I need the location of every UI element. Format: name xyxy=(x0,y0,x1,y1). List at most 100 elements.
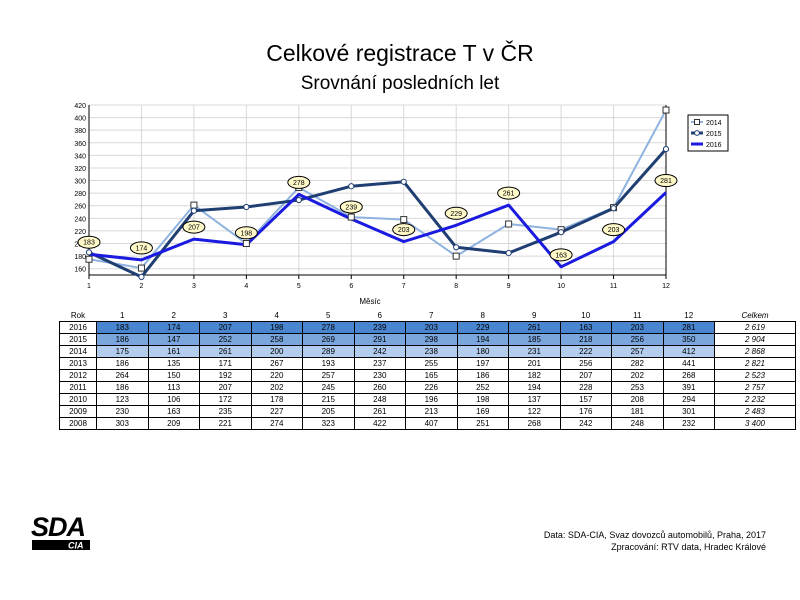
y-tick-label: 340 xyxy=(74,153,86,160)
data-label-2016: 261 xyxy=(497,186,521,200)
logo-bar xyxy=(32,540,90,550)
table-cell-value: 237 xyxy=(353,357,406,370)
table-cell-value: 252 xyxy=(456,381,509,394)
table-cell-value: 407 xyxy=(405,417,458,430)
table-cell-value: 147 xyxy=(147,333,200,346)
table-cell-value: 252 xyxy=(199,333,252,346)
data-label-2016: 278 xyxy=(287,175,311,189)
table-cell-total: 2 868 xyxy=(714,345,796,358)
table-cell-value: 251 xyxy=(456,417,509,430)
table-header-month: 8 xyxy=(480,311,485,320)
table-header-month: 7 xyxy=(429,311,434,320)
table-header-month: 6 xyxy=(377,311,382,320)
data-point-2015 xyxy=(138,273,145,280)
data-point-2014 xyxy=(662,106,670,114)
table-cell-value: 201 xyxy=(508,357,561,370)
table-header-month: 12 xyxy=(684,311,694,320)
table-header-rok: Rok xyxy=(70,311,86,320)
table-row: 2013 186 135 171 267 193 237 255 197 201 256 282 441… xyxy=(59,357,796,370)
data-label-text: 207 xyxy=(188,225,200,232)
y-tick-label: 360 xyxy=(74,141,86,148)
table-cell-value: 253 xyxy=(611,381,664,394)
table-cell-value: 298 xyxy=(405,333,458,346)
table-cell-value: 174 xyxy=(147,321,200,334)
data-table: Rok 1 2 3 4 5 6 7 8 9 10 11 12 Celkem 20… xyxy=(59,310,796,430)
table-cell-value: 264 xyxy=(96,369,149,382)
table-cell-value: 202 xyxy=(250,381,303,394)
table-cell-value: 274 xyxy=(250,417,303,430)
table-cell-value: 258 xyxy=(250,333,303,346)
y-tick-label: 180 xyxy=(74,254,86,261)
table-cell-year: 2016 xyxy=(59,321,97,334)
table-cell-value: 256 xyxy=(559,357,612,370)
table-cell-value: 203 xyxy=(405,321,458,334)
table-cell-value: 207 xyxy=(199,321,252,334)
table-cell-year: 2012 xyxy=(59,369,97,382)
data-label-text: 203 xyxy=(608,227,620,234)
table-cell-value: 227 xyxy=(250,405,303,418)
table-cell-value: 301 xyxy=(662,405,715,418)
series-line-2016 xyxy=(88,191,668,269)
table-cell-value: 245 xyxy=(302,381,355,394)
data-point-2014 xyxy=(85,255,93,263)
table-cell-value: 106 xyxy=(147,393,200,406)
table-cell-value: 231 xyxy=(508,345,561,358)
table-cell-value: 196 xyxy=(405,393,458,406)
table-cell-value: 215 xyxy=(302,393,355,406)
table-cell-value: 157 xyxy=(559,393,612,406)
table-row: 2011 186 113 207 202 245 260 226 252 194 228 253 391… xyxy=(59,381,796,394)
data-point-2014 xyxy=(505,220,513,228)
table-cell-value: 202 xyxy=(611,369,664,382)
data-label-text: 174 xyxy=(136,245,148,252)
table-row: 2009 230 163 235 227 205 261 213 169 122 176 181 301… xyxy=(59,405,796,418)
table-cell-year: 2009 xyxy=(59,405,97,418)
table-cell-value: 185 xyxy=(508,333,561,346)
table-header-month: 1 xyxy=(120,311,125,320)
data-point-2015 xyxy=(295,196,302,204)
table-cell-value: 171 xyxy=(199,357,252,370)
data-label-2016: 198 xyxy=(234,226,258,240)
table-cell-value: 207 xyxy=(199,381,252,394)
table-cell-value: 350 xyxy=(662,333,715,346)
table-row: 2014 175 161 261 200 289 242 238 180 231 222 257 412… xyxy=(59,345,796,358)
table-cell-value: 200 xyxy=(250,345,303,358)
table-cell-value: 230 xyxy=(353,369,406,382)
sda-cia-logo: SDA CIA xyxy=(31,514,90,551)
table-cell-value: 268 xyxy=(508,417,561,430)
y-tick-label: 420 xyxy=(74,103,86,110)
table-cell-value: 161 xyxy=(147,345,200,358)
table-cell-value: 281 xyxy=(662,321,715,334)
x-tick-label: 11 xyxy=(610,283,617,290)
plot-area xyxy=(89,105,666,275)
table-header-month: 9 xyxy=(532,311,537,320)
table-cell-value: 261 xyxy=(199,345,252,358)
table-cell-value: 137 xyxy=(508,393,561,406)
data-point-2015 xyxy=(348,183,355,190)
table-cell-value: 221 xyxy=(199,417,252,430)
table-cell-value: 303 xyxy=(96,417,149,430)
table-cell-value: 213 xyxy=(405,405,458,418)
table-header-month: 5 xyxy=(326,311,331,320)
chart-subtitle: Srovnání posledních let xyxy=(300,73,500,94)
table-cell-total: 2 523 xyxy=(714,369,796,382)
table-cell-value: 208 xyxy=(611,393,664,406)
table-cell-value: 198 xyxy=(250,321,303,334)
table-header-total: Celkem xyxy=(741,311,769,320)
table-cell-value: 222 xyxy=(559,345,612,358)
table-cell-value: 412 xyxy=(662,345,715,358)
data-point-2014 xyxy=(400,216,408,224)
legend-label-2016: 2016 xyxy=(706,142,722,149)
data-label-bubble xyxy=(549,248,573,262)
table-cell-value: 261 xyxy=(353,405,406,418)
table-cell-value: 192 xyxy=(199,369,252,382)
table-cell-value: 186 xyxy=(96,357,149,370)
table-header-month: 11 xyxy=(633,311,642,320)
data-label-bubble xyxy=(444,206,468,220)
table-cell-value: 226 xyxy=(405,381,458,394)
x-tick-label: 12 xyxy=(662,283,670,290)
data-label-text: 261 xyxy=(503,191,515,198)
table-row: 2010 123 106 172 178 215 248 196 198 137 157 208 294… xyxy=(59,393,796,406)
series-line-2014 xyxy=(88,109,667,270)
chart-title: Celkové registrace T v ČR xyxy=(266,40,534,66)
table-cell-value: 123 xyxy=(96,393,149,406)
